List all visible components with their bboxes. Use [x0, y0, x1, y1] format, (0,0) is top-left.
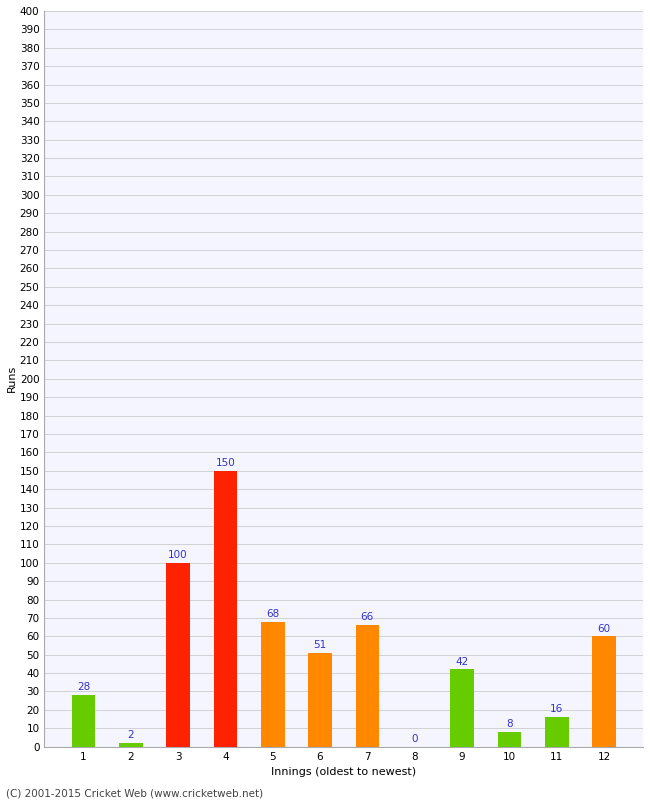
Text: 8: 8 [506, 719, 513, 729]
Bar [497, 732, 521, 746]
Bar [214, 470, 237, 746]
Text: 0: 0 [411, 734, 418, 744]
Text: 51: 51 [313, 640, 327, 650]
Bar [545, 718, 569, 746]
X-axis label: Innings (oldest to newest): Innings (oldest to newest) [271, 767, 416, 777]
Text: 60: 60 [597, 623, 610, 634]
Y-axis label: Runs: Runs [7, 365, 17, 393]
Bar [356, 626, 379, 746]
Text: 100: 100 [168, 550, 188, 560]
Bar [261, 622, 285, 746]
Bar [308, 653, 332, 746]
Bar [72, 695, 95, 746]
Text: 68: 68 [266, 609, 280, 619]
Bar [592, 636, 616, 746]
Bar [166, 562, 190, 746]
Text: 28: 28 [77, 682, 90, 692]
Bar [119, 743, 142, 746]
Text: 66: 66 [361, 613, 374, 622]
Text: (C) 2001-2015 Cricket Web (www.cricketweb.net): (C) 2001-2015 Cricket Web (www.cricketwe… [6, 788, 264, 798]
Text: 2: 2 [127, 730, 134, 740]
Text: 42: 42 [456, 657, 469, 666]
Text: 150: 150 [216, 458, 235, 468]
Text: 16: 16 [550, 705, 564, 714]
Bar [450, 670, 474, 746]
